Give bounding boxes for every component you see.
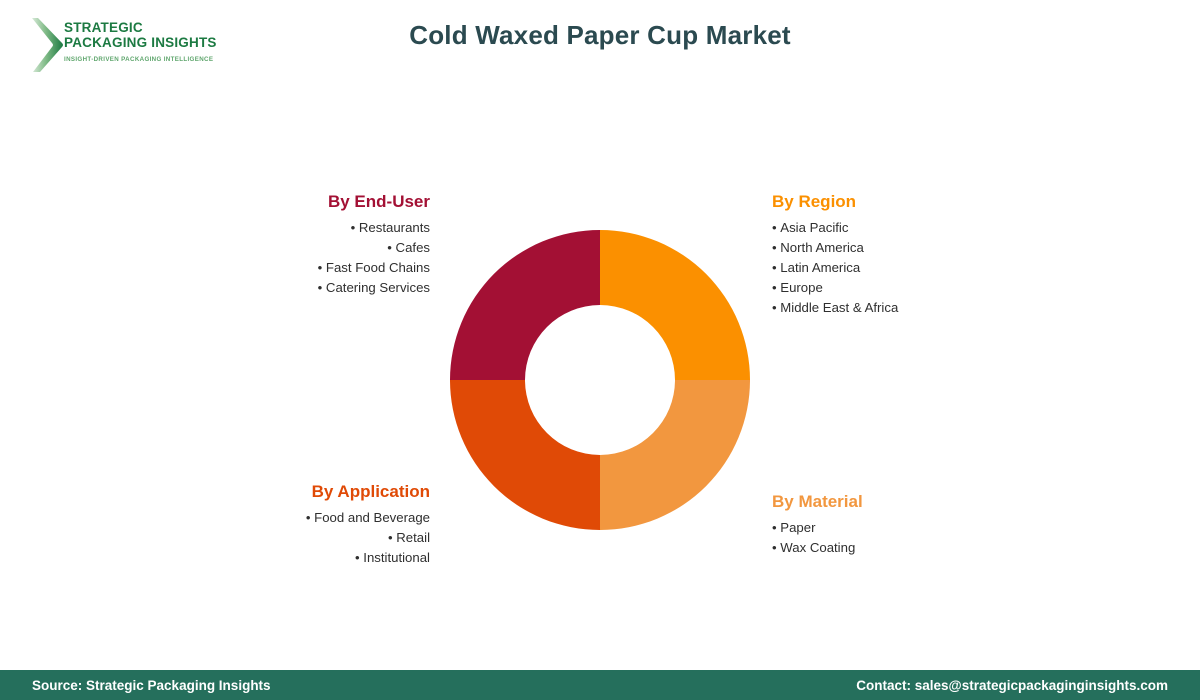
list-item: Paper bbox=[772, 518, 1072, 538]
donut-chart bbox=[450, 230, 750, 530]
segment-list-region: Asia PacificNorth AmericaLatin AmericaEu… bbox=[772, 218, 1072, 318]
list-item: Restaurants bbox=[130, 218, 430, 238]
segment-title-end-user: By End-User bbox=[327, 192, 430, 211]
chevron-logo-icon bbox=[32, 18, 63, 72]
logo-line-1: STRATEGIC bbox=[64, 20, 143, 35]
segment-block-end-user: By End-User RestaurantsCafesFast Food Ch… bbox=[130, 192, 430, 298]
segment-list-material: PaperWax Coating bbox=[772, 518, 1072, 558]
list-item: Middle East & Africa bbox=[772, 298, 1072, 318]
list-item: Retail bbox=[130, 528, 430, 548]
list-item: Fast Food Chains bbox=[130, 258, 430, 278]
list-item: Europe bbox=[772, 278, 1072, 298]
list-item: North America bbox=[772, 238, 1072, 258]
donut-slice bbox=[450, 380, 600, 530]
logo-line-2: PACKAGING INSIGHTS bbox=[64, 35, 217, 50]
list-item: Cafes bbox=[130, 238, 430, 258]
segment-title-application: By Application bbox=[311, 482, 430, 501]
list-item: Asia Pacific bbox=[772, 218, 1072, 238]
donut-slice bbox=[600, 230, 750, 380]
segment-list-application: Food and BeverageRetailInstitutional bbox=[130, 508, 430, 568]
segment-block-region: By Region Asia PacificNorth AmericaLatin… bbox=[772, 192, 1072, 318]
footer-bar: Source: Strategic Packaging Insights Con… bbox=[0, 670, 1200, 700]
list-item: Institutional bbox=[130, 548, 430, 568]
logo-wordmark: STRATEGIC PACKAGING INSIGHTS INSIGHT-DRI… bbox=[64, 20, 284, 63]
segment-title-material: By Material bbox=[772, 492, 863, 511]
list-item: Food and Beverage bbox=[130, 508, 430, 528]
footer-contact: Contact: sales@strategicpackaginginsight… bbox=[856, 677, 1168, 693]
list-item: Catering Services bbox=[130, 278, 430, 298]
list-item: Latin America bbox=[772, 258, 1072, 278]
logo-tagline: INSIGHT-DRIVEN PACKAGING INTELLIGENCE bbox=[64, 56, 214, 63]
segment-title-region: By Region bbox=[772, 192, 857, 211]
donut-slice bbox=[600, 380, 750, 530]
brand-logo: STRATEGIC PACKAGING INSIGHTS INSIGHT-DRI… bbox=[28, 14, 288, 78]
segment-list-end-user: RestaurantsCafesFast Food ChainsCatering… bbox=[130, 218, 430, 298]
segment-block-material: By Material PaperWax Coating bbox=[772, 492, 1072, 558]
segment-block-application: By Application Food and BeverageRetailIn… bbox=[130, 482, 430, 568]
donut-slice bbox=[450, 230, 600, 380]
list-item: Wax Coating bbox=[772, 538, 1072, 558]
page-title: Cold Waxed Paper Cup Market bbox=[409, 20, 791, 50]
footer-source: Source: Strategic Packaging Insights bbox=[32, 677, 271, 693]
